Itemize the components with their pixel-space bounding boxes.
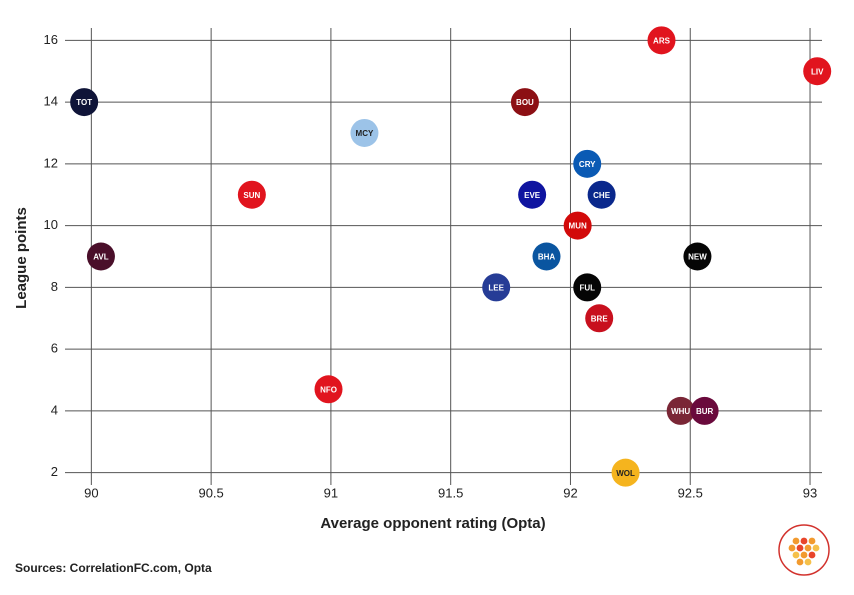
point-label: MCY <box>356 129 374 138</box>
point-label: CHE <box>593 191 611 200</box>
point-label: LEE <box>488 283 504 292</box>
point-label: BHA <box>538 253 556 262</box>
point-label: TOT <box>76 98 92 107</box>
point <box>585 304 614 333</box>
point <box>510 88 539 117</box>
point <box>803 57 832 86</box>
y-tick-label: 14 <box>44 94 58 109</box>
point <box>563 211 592 240</box>
y-tick-label: 4 <box>51 402 58 417</box>
point-label: FUL <box>579 283 595 292</box>
point-label: BRE <box>591 314 609 323</box>
y-axis-label: League points <box>13 207 30 309</box>
x-tick-label: 92.5 <box>678 485 703 500</box>
y-tick-label: 10 <box>44 217 58 232</box>
point-label: SUN <box>243 191 260 200</box>
point <box>647 26 676 55</box>
point <box>611 458 640 487</box>
point <box>587 180 616 209</box>
x-tick-label: 91 <box>324 485 338 500</box>
point-label: BUR <box>696 407 714 416</box>
point-label: ARS <box>653 36 671 45</box>
y-tick-label: 8 <box>51 279 58 294</box>
point <box>70 88 99 117</box>
point <box>350 118 379 147</box>
x-axis-label: Average opponent rating (Opta) <box>320 515 545 532</box>
point <box>683 242 712 271</box>
point-label: NEW <box>688 253 707 262</box>
point-label: WOL <box>616 469 635 478</box>
x-tick-label: 91.5 <box>438 485 463 500</box>
y-tick-label: 6 <box>51 341 58 356</box>
y-tick-label: 16 <box>44 32 58 47</box>
point <box>314 375 343 404</box>
logo <box>778 524 830 576</box>
point-label: WHU <box>671 407 690 416</box>
source: Sources: CorrelationFC.com, Opta <box>15 561 212 575</box>
point <box>237 180 266 209</box>
x-tick-label: 92 <box>563 485 577 500</box>
point-label: MUN <box>569 222 587 231</box>
point-label: NFO <box>320 385 337 394</box>
point-label: EVE <box>524 191 541 200</box>
y-tick-label: 12 <box>44 155 58 170</box>
point-label: BOU <box>516 98 534 107</box>
point-label: LIV <box>811 67 824 76</box>
x-tick-label: 93 <box>803 485 817 500</box>
point <box>518 180 547 209</box>
point <box>482 273 511 302</box>
point <box>573 273 602 302</box>
point-label: CRY <box>579 160 596 169</box>
point <box>690 396 719 425</box>
point-label: AVL <box>93 253 109 262</box>
point <box>86 242 115 271</box>
x-tick-label: 90 <box>84 485 98 500</box>
point <box>666 396 695 425</box>
point <box>532 242 561 271</box>
y-tick-label: 2 <box>51 464 58 479</box>
point <box>573 149 602 178</box>
x-tick-label: 90.5 <box>198 485 223 500</box>
